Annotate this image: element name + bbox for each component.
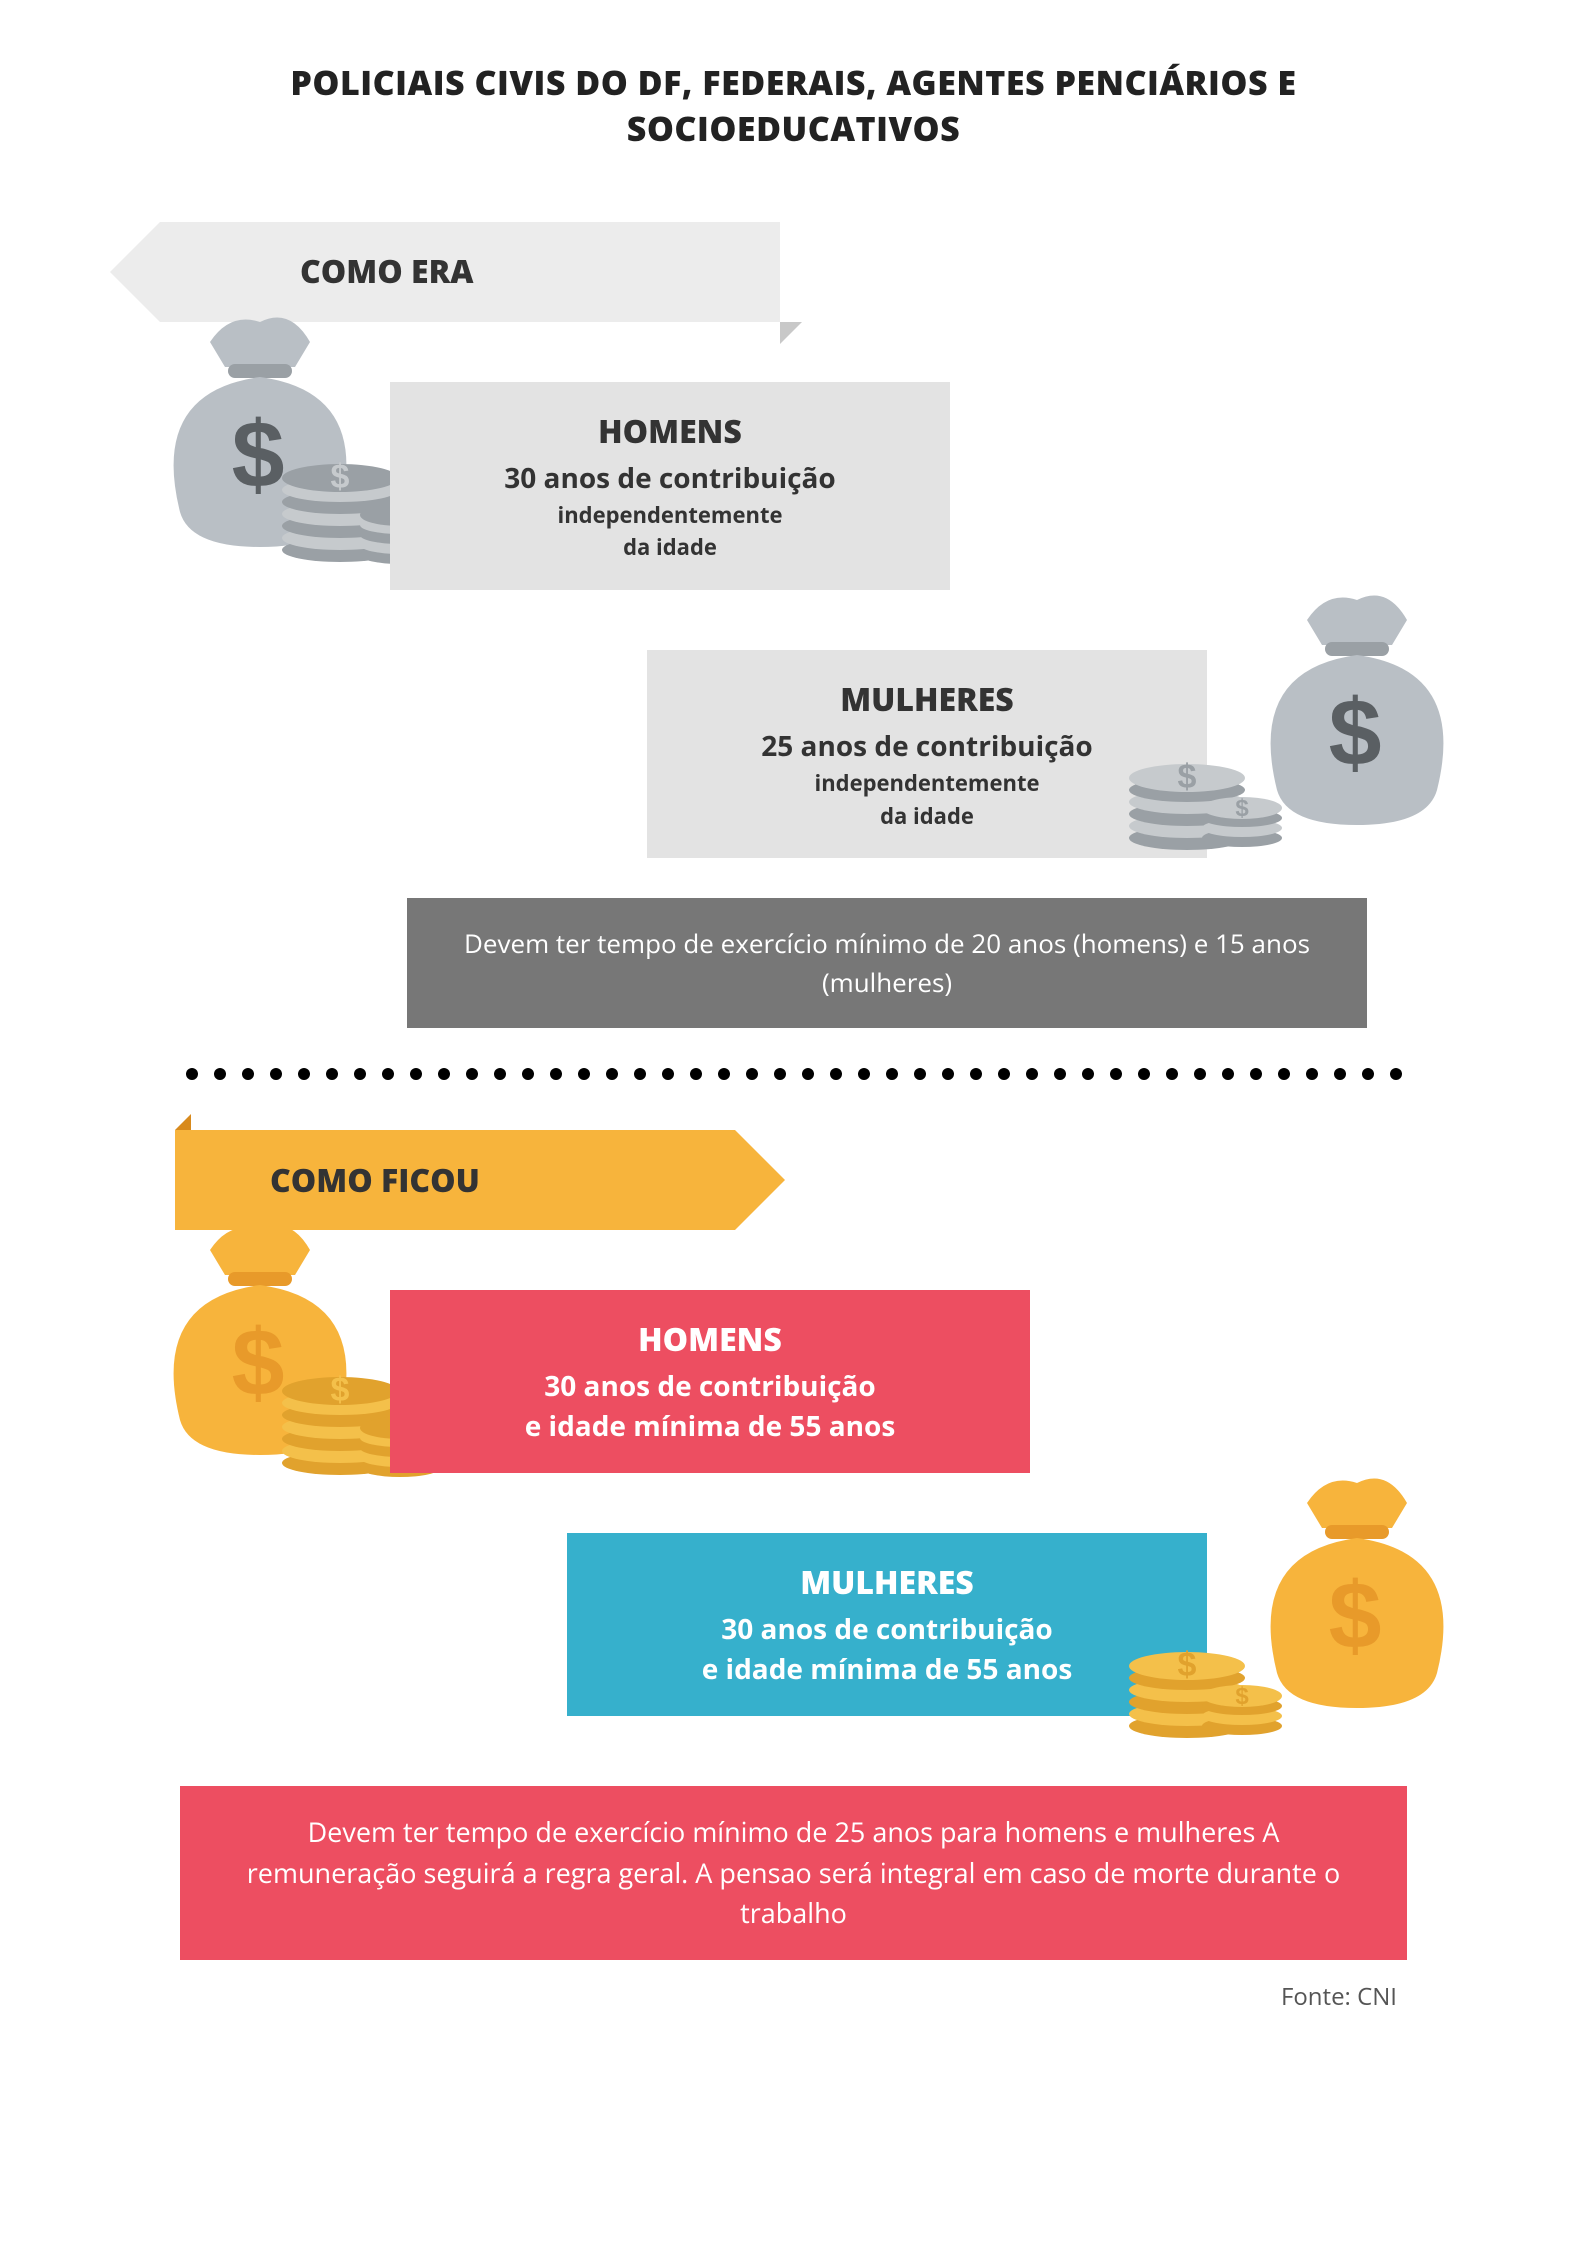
svg-text:$: $ [1329,1563,1382,1669]
before-men-title: HOMENS [430,410,910,453]
svg-text:$: $ [331,458,350,496]
after-men-row: $ $ $ HOME [180,1290,1407,1473]
before-women-row: MULHERES 25 anos de contribuição indepen… [180,650,1407,858]
banner-before: COMO ERA [160,222,780,322]
source-label: Fonte: CNI [180,1980,1407,2013]
svg-text:$: $ [1178,1646,1197,1684]
after-women-row: MULHERES 30 anos de contribuição e idade… [180,1533,1407,1716]
before-women-line1: 25 anos de contribuição [687,727,1167,765]
after-women-line2: e idade mínima de 55 anos [607,1650,1167,1688]
banner-after: COMO FICOU [175,1130,735,1230]
before-men-row: $ $ $ HOME [180,382,1407,590]
before-women-title: MULHERES [687,678,1167,721]
banner-after-label: COMO FICOU [270,1159,480,1202]
after-note: Devem ter tempo de exercício mínimo de 2… [180,1786,1407,1960]
after-men-title: HOMENS [430,1318,990,1361]
money-bag-icon: $ $ $ [1127,1473,1447,1758]
svg-text:$: $ [1178,758,1197,796]
before-men-card: HOMENS 30 anos de contribuição independe… [390,382,950,590]
svg-text:$: $ [1235,795,1249,822]
before-men-line1: 30 anos de contribuição [430,459,910,497]
svg-text:$: $ [232,402,285,508]
before-women-line2a: independentemente [687,769,1167,798]
svg-text:$: $ [1329,680,1382,786]
svg-text:$: $ [331,1371,350,1409]
svg-text:$: $ [1235,1683,1249,1710]
after-women-title: MULHERES [607,1561,1167,1604]
before-men-line2a: independentemente [430,501,910,530]
dotted-divider [180,1068,1407,1080]
page-title: POLICIAIS CIVIS DO DF, FEDERAIS, AGENTES… [180,60,1407,152]
after-men-card: HOMENS 30 anos de contribuição e idade m… [390,1290,1030,1473]
before-note: Devem ter tempo de exercício mínimo de 2… [407,898,1367,1028]
money-bag-icon: $ $ $ [1127,590,1447,865]
before-men-line2b: da idade [430,533,910,562]
after-men-line1: 30 anos de contribuição [430,1367,990,1405]
after-women-card: MULHERES 30 anos de contribuição e idade… [567,1533,1207,1716]
after-women-line1: 30 anos de contribuição [607,1610,1167,1648]
before-women-line2b: da idade [687,802,1167,831]
svg-text:$: $ [232,1310,285,1416]
before-women-card: MULHERES 25 anos de contribuição indepen… [647,650,1207,858]
after-men-line2: e idade mínima de 55 anos [430,1407,990,1445]
banner-before-label: COMO ERA [300,250,473,293]
